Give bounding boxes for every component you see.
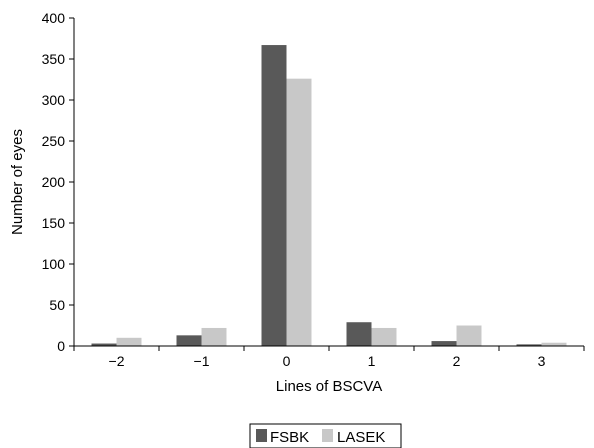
- legend-label-lasek: LASEK: [337, 429, 385, 446]
- y-tick-label: 50: [49, 297, 65, 313]
- y-tick-label: 100: [42, 256, 66, 272]
- y-tick-label: 400: [42, 10, 66, 26]
- x-axis-ticks: −2 −1 0 1 2 3: [73, 346, 585, 369]
- y-tick-label: 200: [42, 174, 66, 190]
- x-tick-label: 2: [453, 353, 461, 369]
- bar-lasek-1: [201, 327, 227, 346]
- legend-swatch-lasek: [322, 429, 333, 442]
- bar-fsbk-4: [431, 341, 457, 346]
- bar-fsbk-3: [346, 322, 372, 346]
- y-tick-label: 350: [42, 51, 66, 67]
- y-tick-label: 250: [42, 133, 66, 149]
- x-axis-title: Lines of BSCVA: [276, 378, 382, 395]
- bar-fsbk-1: [176, 335, 202, 346]
- y-tick-label: 150: [42, 215, 66, 231]
- x-tick-label: 1: [368, 353, 376, 369]
- bars-group: [91, 45, 567, 347]
- x-tick-label: 3: [538, 353, 546, 369]
- bar-fsbk-0: [91, 343, 117, 346]
- bar-lasek-0: [116, 337, 142, 346]
- bar-lasek-5: [541, 342, 567, 346]
- bar-lasek-2: [286, 78, 312, 347]
- x-tick-label: −2: [109, 353, 125, 369]
- legend-swatch-fsbk: [256, 429, 267, 442]
- bar-lasek-4: [456, 325, 482, 346]
- bar-lasek-3: [371, 327, 397, 346]
- legend-frame: [249, 423, 402, 448]
- y-axis-title: Number of eyes: [9, 129, 26, 235]
- axes-group: [73, 18, 584, 347]
- bar-fsbk-5: [516, 344, 542, 346]
- bar-fsbk-2: [261, 45, 287, 347]
- y-axis-ticks: 0 50 100 150 200 250 300 350 400: [42, 10, 74, 354]
- x-tick-label: −1: [194, 353, 210, 369]
- legend-label-fsbk: FSBK: [270, 429, 309, 446]
- y-tick-label: 300: [42, 92, 66, 108]
- x-tick-label: 0: [283, 353, 291, 369]
- legend: FSBK LASEK: [249, 423, 402, 448]
- y-tick-label: 0: [57, 338, 65, 354]
